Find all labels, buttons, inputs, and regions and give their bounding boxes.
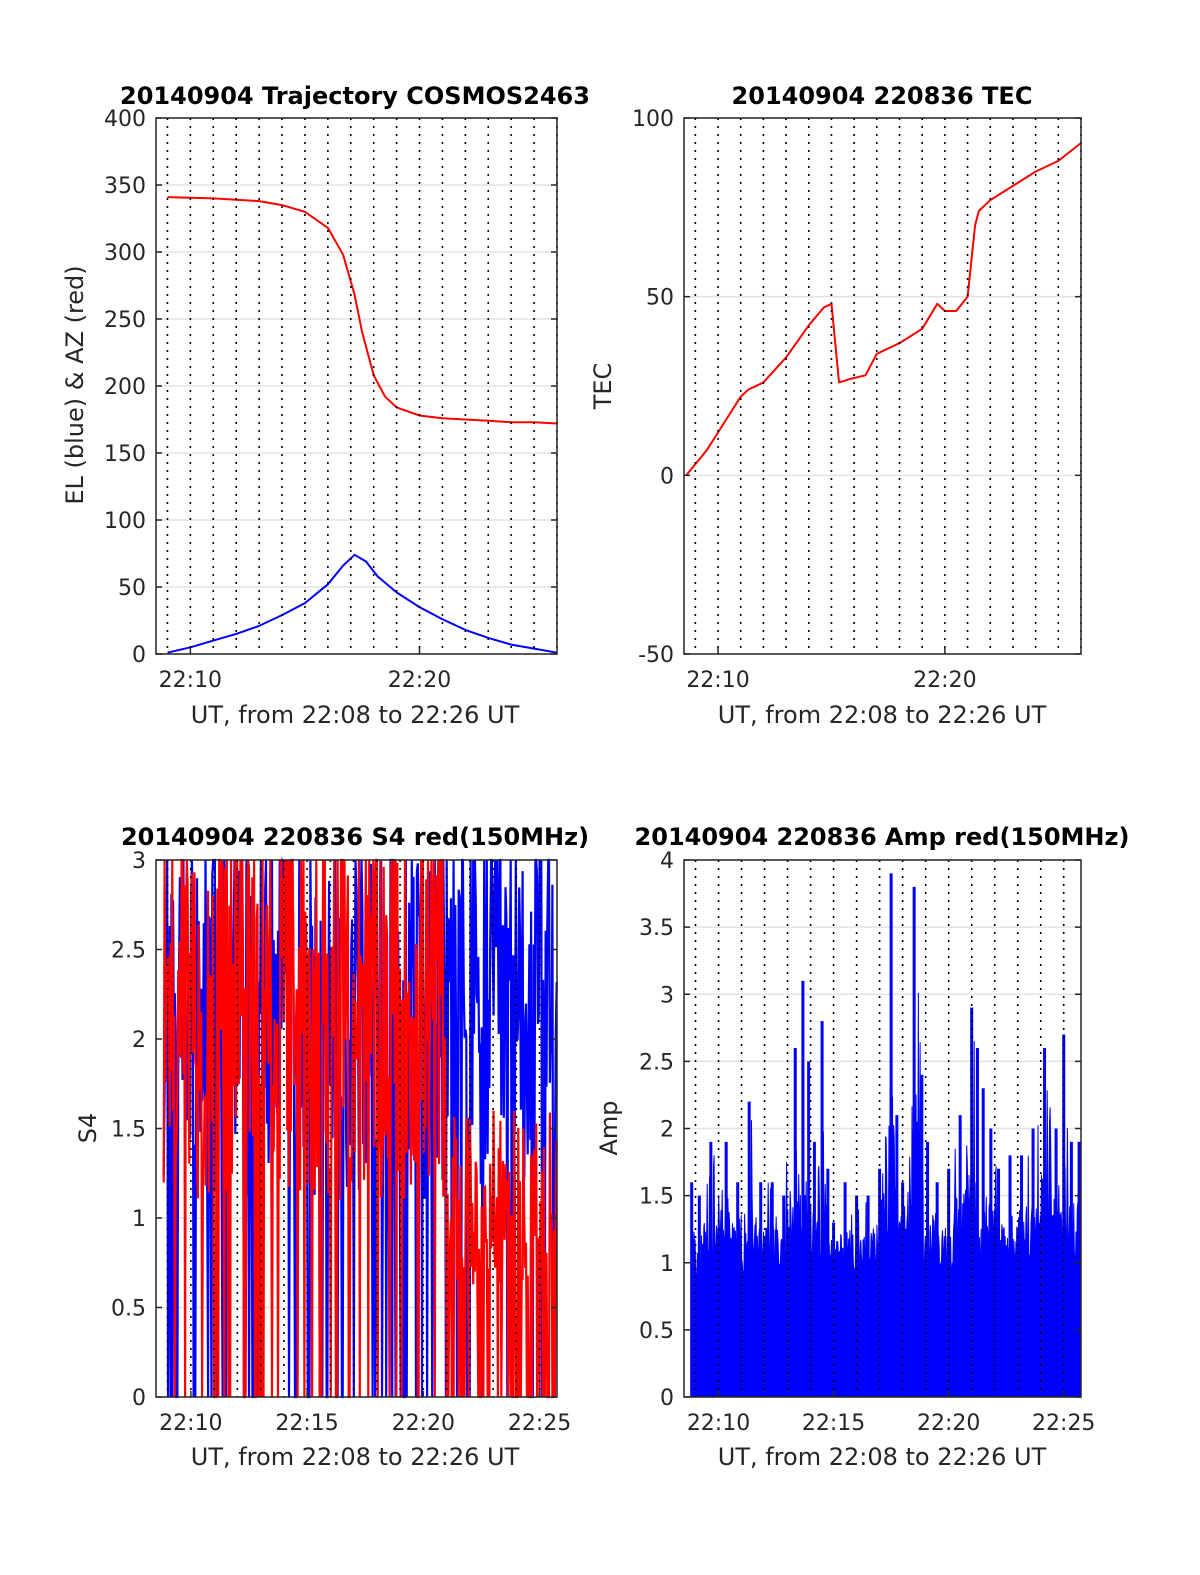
y-tick-label: 0 <box>132 643 146 668</box>
y-tick-label: 1 <box>660 1252 674 1277</box>
y-tick-label: 0.5 <box>639 1319 674 1344</box>
x-tick-label: 22:10 <box>159 1411 222 1436</box>
x-tick-label: 22:20 <box>917 1411 980 1436</box>
x-tick-label: 22:25 <box>1032 1411 1095 1436</box>
x-tick-label: 22:10 <box>686 668 749 693</box>
y-axis-label: EL (blue) & AZ (red) <box>61 265 89 504</box>
chart-title: 20140904 220836 TEC <box>732 82 1033 110</box>
y-tick-label: 100 <box>632 107 674 132</box>
x-tick-label: 22:15 <box>802 1411 865 1436</box>
y-tick-label: 300 <box>104 241 146 266</box>
y-tick-label: 200 <box>104 375 146 400</box>
y-axis-label: TEC <box>589 363 617 411</box>
y-tick-label: 3 <box>132 849 146 874</box>
y-tick-label: 2.5 <box>111 939 146 964</box>
chart-title: 20140904 Trajectory COSMOS2463 <box>120 82 590 110</box>
panel-amp: 20140904 220836 Amp red(150MHz) UT, from… <box>595 823 1129 1471</box>
x-tick-label: 22:10 <box>687 1411 750 1436</box>
axes-box <box>683 117 1082 655</box>
x-axis-label: UT, from 22:08 to 22:26 UT <box>191 701 520 729</box>
x-tick-label: 22:15 <box>275 1411 338 1436</box>
series-line <box>685 142 1082 476</box>
x-tick-label: 22:25 <box>508 1411 571 1436</box>
y-tick-label: 2 <box>660 1118 674 1143</box>
x-tick-label: 22:20 <box>913 668 976 693</box>
y-tick-label: 50 <box>646 286 674 311</box>
y-tick-label: 50 <box>118 576 146 601</box>
y-tick-label: 1 <box>132 1207 146 1232</box>
y-tick-label: -50 <box>638 643 674 668</box>
y-tick-label: 2.5 <box>639 1050 674 1075</box>
series-s4-red <box>162 857 558 1399</box>
y-tick-label: 1.5 <box>111 1118 146 1143</box>
x-tick-label: 22:20 <box>392 1411 455 1436</box>
y-tick-label: 250 <box>104 308 146 333</box>
y-tick-label: 0.5 <box>111 1297 146 1322</box>
series-line <box>167 553 558 654</box>
y-tick-label: 4 <box>660 849 674 874</box>
chart-title: 20140904 220836 S4 red(150MHz) <box>121 823 589 851</box>
y-axis-label: Amp <box>595 1100 623 1155</box>
panel-s4: 20140904 220836 S4 red(150MHz) UT, from … <box>74 823 589 1471</box>
x-axis-label: UT, from 22:08 to 22:26 UT <box>718 1443 1047 1471</box>
y-tick-label: 0 <box>660 1386 674 1411</box>
y-tick-label: 1.5 <box>639 1185 674 1210</box>
y-tick-label: 0 <box>132 1386 146 1411</box>
panel-tec: 20140904 220836 TEC UT, from 22:08 to 22… <box>589 82 1082 729</box>
y-tick-label: 0 <box>660 464 674 489</box>
x-tick-label: 22:20 <box>388 668 451 693</box>
y-tick-label: 100 <box>104 509 146 534</box>
y-tick-label: 350 <box>104 174 146 199</box>
y-tick-label: 3.5 <box>639 916 674 941</box>
x-axis-label: UT, from 22:08 to 22:26 UT <box>191 1443 520 1471</box>
y-tick-label: 150 <box>104 442 146 467</box>
y-tick-label: 3 <box>660 983 674 1008</box>
y-tick-label: 2 <box>132 1028 146 1053</box>
x-tick-label: 22:10 <box>159 668 222 693</box>
y-tick-label: 400 <box>104 107 146 132</box>
y-axis-label: S4 <box>74 1113 102 1144</box>
x-axis-label: UT, from 22:08 to 22:26 UT <box>718 701 1047 729</box>
panel-trajectory: 20140904 Trajectory COSMOS2463 UT, from … <box>61 82 590 729</box>
chart-title: 20140904 220836 Amp red(150MHz) <box>635 823 1130 851</box>
